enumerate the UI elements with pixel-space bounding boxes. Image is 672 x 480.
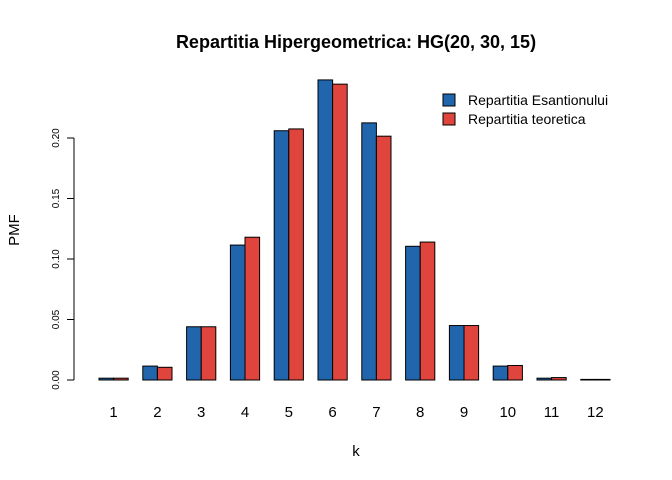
y-tick-label: 0.20 — [51, 128, 62, 148]
bar-sample-7 — [361, 122, 377, 381]
bar-theoretical-11 — [551, 377, 567, 381]
x-tick-labels: 1 2 3 4 5 6 7 8 9 10 11 12 — [109, 404, 603, 421]
y-axis-title: PMF — [6, 214, 23, 246]
x-tick-label: 1 — [109, 404, 117, 421]
y-tick-label: 0.15 — [51, 188, 62, 208]
x-tick-label: 9 — [460, 404, 468, 421]
bar-sample-6 — [317, 79, 334, 381]
bar-theoretical-5 — [288, 128, 304, 381]
legend-label: Repartitia teoretica — [468, 111, 586, 127]
bar-theoretical-8 — [419, 241, 436, 381]
x-tick-label: 12 — [587, 404, 604, 421]
bar-sample-11 — [536, 377, 553, 381]
y-tick-label: 0.00 — [51, 370, 62, 390]
bar-theoretical-12 — [594, 378, 611, 381]
bar-sample-5 — [273, 130, 290, 381]
x-tick-label: 3 — [197, 404, 205, 421]
legend-label: Repartitia Esantionului — [468, 92, 608, 108]
y-tick-label: 0.05 — [51, 309, 62, 329]
x-tick-label: 7 — [372, 404, 380, 421]
y-tick-label: 0.10 — [51, 249, 62, 269]
bar-sample-3 — [186, 326, 202, 381]
bar-theoretical-4 — [244, 236, 261, 381]
bar-theoretical-2 — [156, 366, 173, 381]
x-tick-label: 5 — [285, 404, 293, 421]
bars — [98, 79, 611, 381]
bar-sample-10 — [492, 365, 509, 381]
bar-theoretical-3 — [200, 326, 217, 381]
y-axis: 0.00 0.05 0.10 0.15 0.20 — [51, 128, 75, 390]
x-axis-title: k — [352, 443, 360, 460]
x-tick-label: 2 — [153, 404, 161, 421]
bar-sample-4 — [229, 244, 246, 381]
bar-sample-8 — [405, 245, 421, 381]
legend-swatch — [442, 112, 456, 126]
bar-theoretical-9 — [463, 325, 480, 381]
legend-swatch — [442, 93, 456, 107]
bar-theoretical-10 — [507, 364, 523, 381]
bar-sample-9 — [448, 325, 465, 381]
bar-sample-2 — [142, 365, 158, 381]
chart-title: Repartitia Hipergeometrica: HG(20, 30, 1… — [176, 32, 536, 52]
x-tick-label: 10 — [499, 404, 516, 421]
x-tick-label: 11 — [544, 404, 560, 421]
x-tick-label: 8 — [416, 404, 424, 421]
legend: Repartitia Esantionului Repartitia teoret… — [442, 92, 608, 127]
bar-sample-1 — [98, 377, 115, 381]
x-tick-label: 6 — [328, 404, 336, 421]
bar-theoretical-1 — [113, 377, 129, 381]
x-tick-label: 4 — [241, 404, 249, 421]
bar-theoretical-7 — [375, 135, 392, 381]
bar-sample-12 — [580, 378, 596, 381]
bar-theoretical-6 — [332, 83, 348, 381]
